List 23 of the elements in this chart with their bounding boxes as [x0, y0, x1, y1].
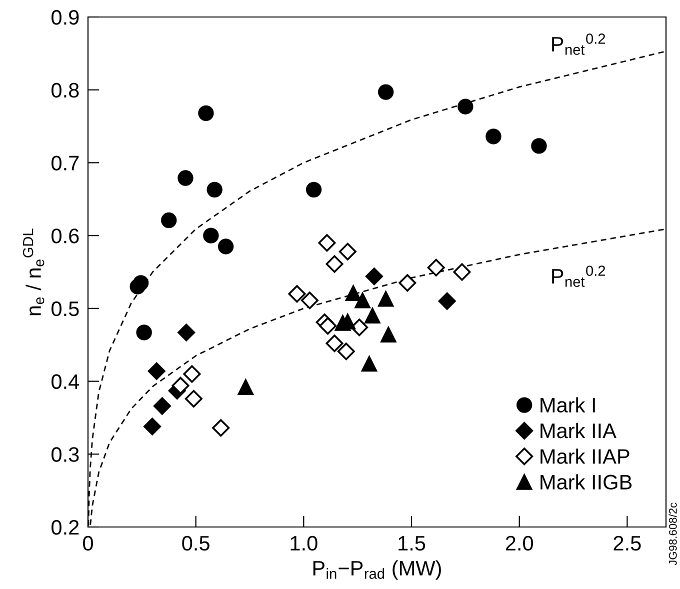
x-tick-label: 2.5	[614, 536, 641, 551]
y-tick-label: 0.8	[52, 82, 79, 98]
annotation: P$_{net}$$^{0.2}$	[552, 266, 606, 287]
legend-label: Mark IIA	[540, 422, 616, 438]
legend-label: Mark IIAP	[540, 448, 630, 464]
y-tick-label: 0.9	[52, 10, 79, 25]
x-tick-label: 0	[83, 536, 93, 551]
y-tick-label: 0.2	[52, 520, 79, 535]
y-tick-label: 0.7	[52, 156, 79, 170]
x-tick-label: 0.5	[182, 536, 210, 551]
x-tick-label: 2.0	[506, 536, 534, 551]
annotation: P$_{net}$$^{0.2}$	[552, 34, 606, 55]
y-tick-label: 0.6	[52, 228, 79, 244]
text: JG98.608/2c	[668, 502, 677, 566]
legend-label: Mark I	[540, 397, 595, 413]
x-tick-label: 1.0	[290, 536, 318, 551]
y-tick-label: 0.3	[52, 447, 79, 462]
y-tick-label: 0.5	[52, 301, 79, 316]
legend-label: Mark IIGB	[540, 474, 632, 490]
x-tick-label: 1.5	[398, 536, 426, 551]
y-tick-label: 0.4	[52, 374, 80, 390]
y-axis-title: n$_{e}$ / n$_{e}$$^{GDL}$	[22, 228, 44, 316]
x-axis-title: P$_{in}$−P$_{rad}$ (MW)	[313, 560, 441, 580]
